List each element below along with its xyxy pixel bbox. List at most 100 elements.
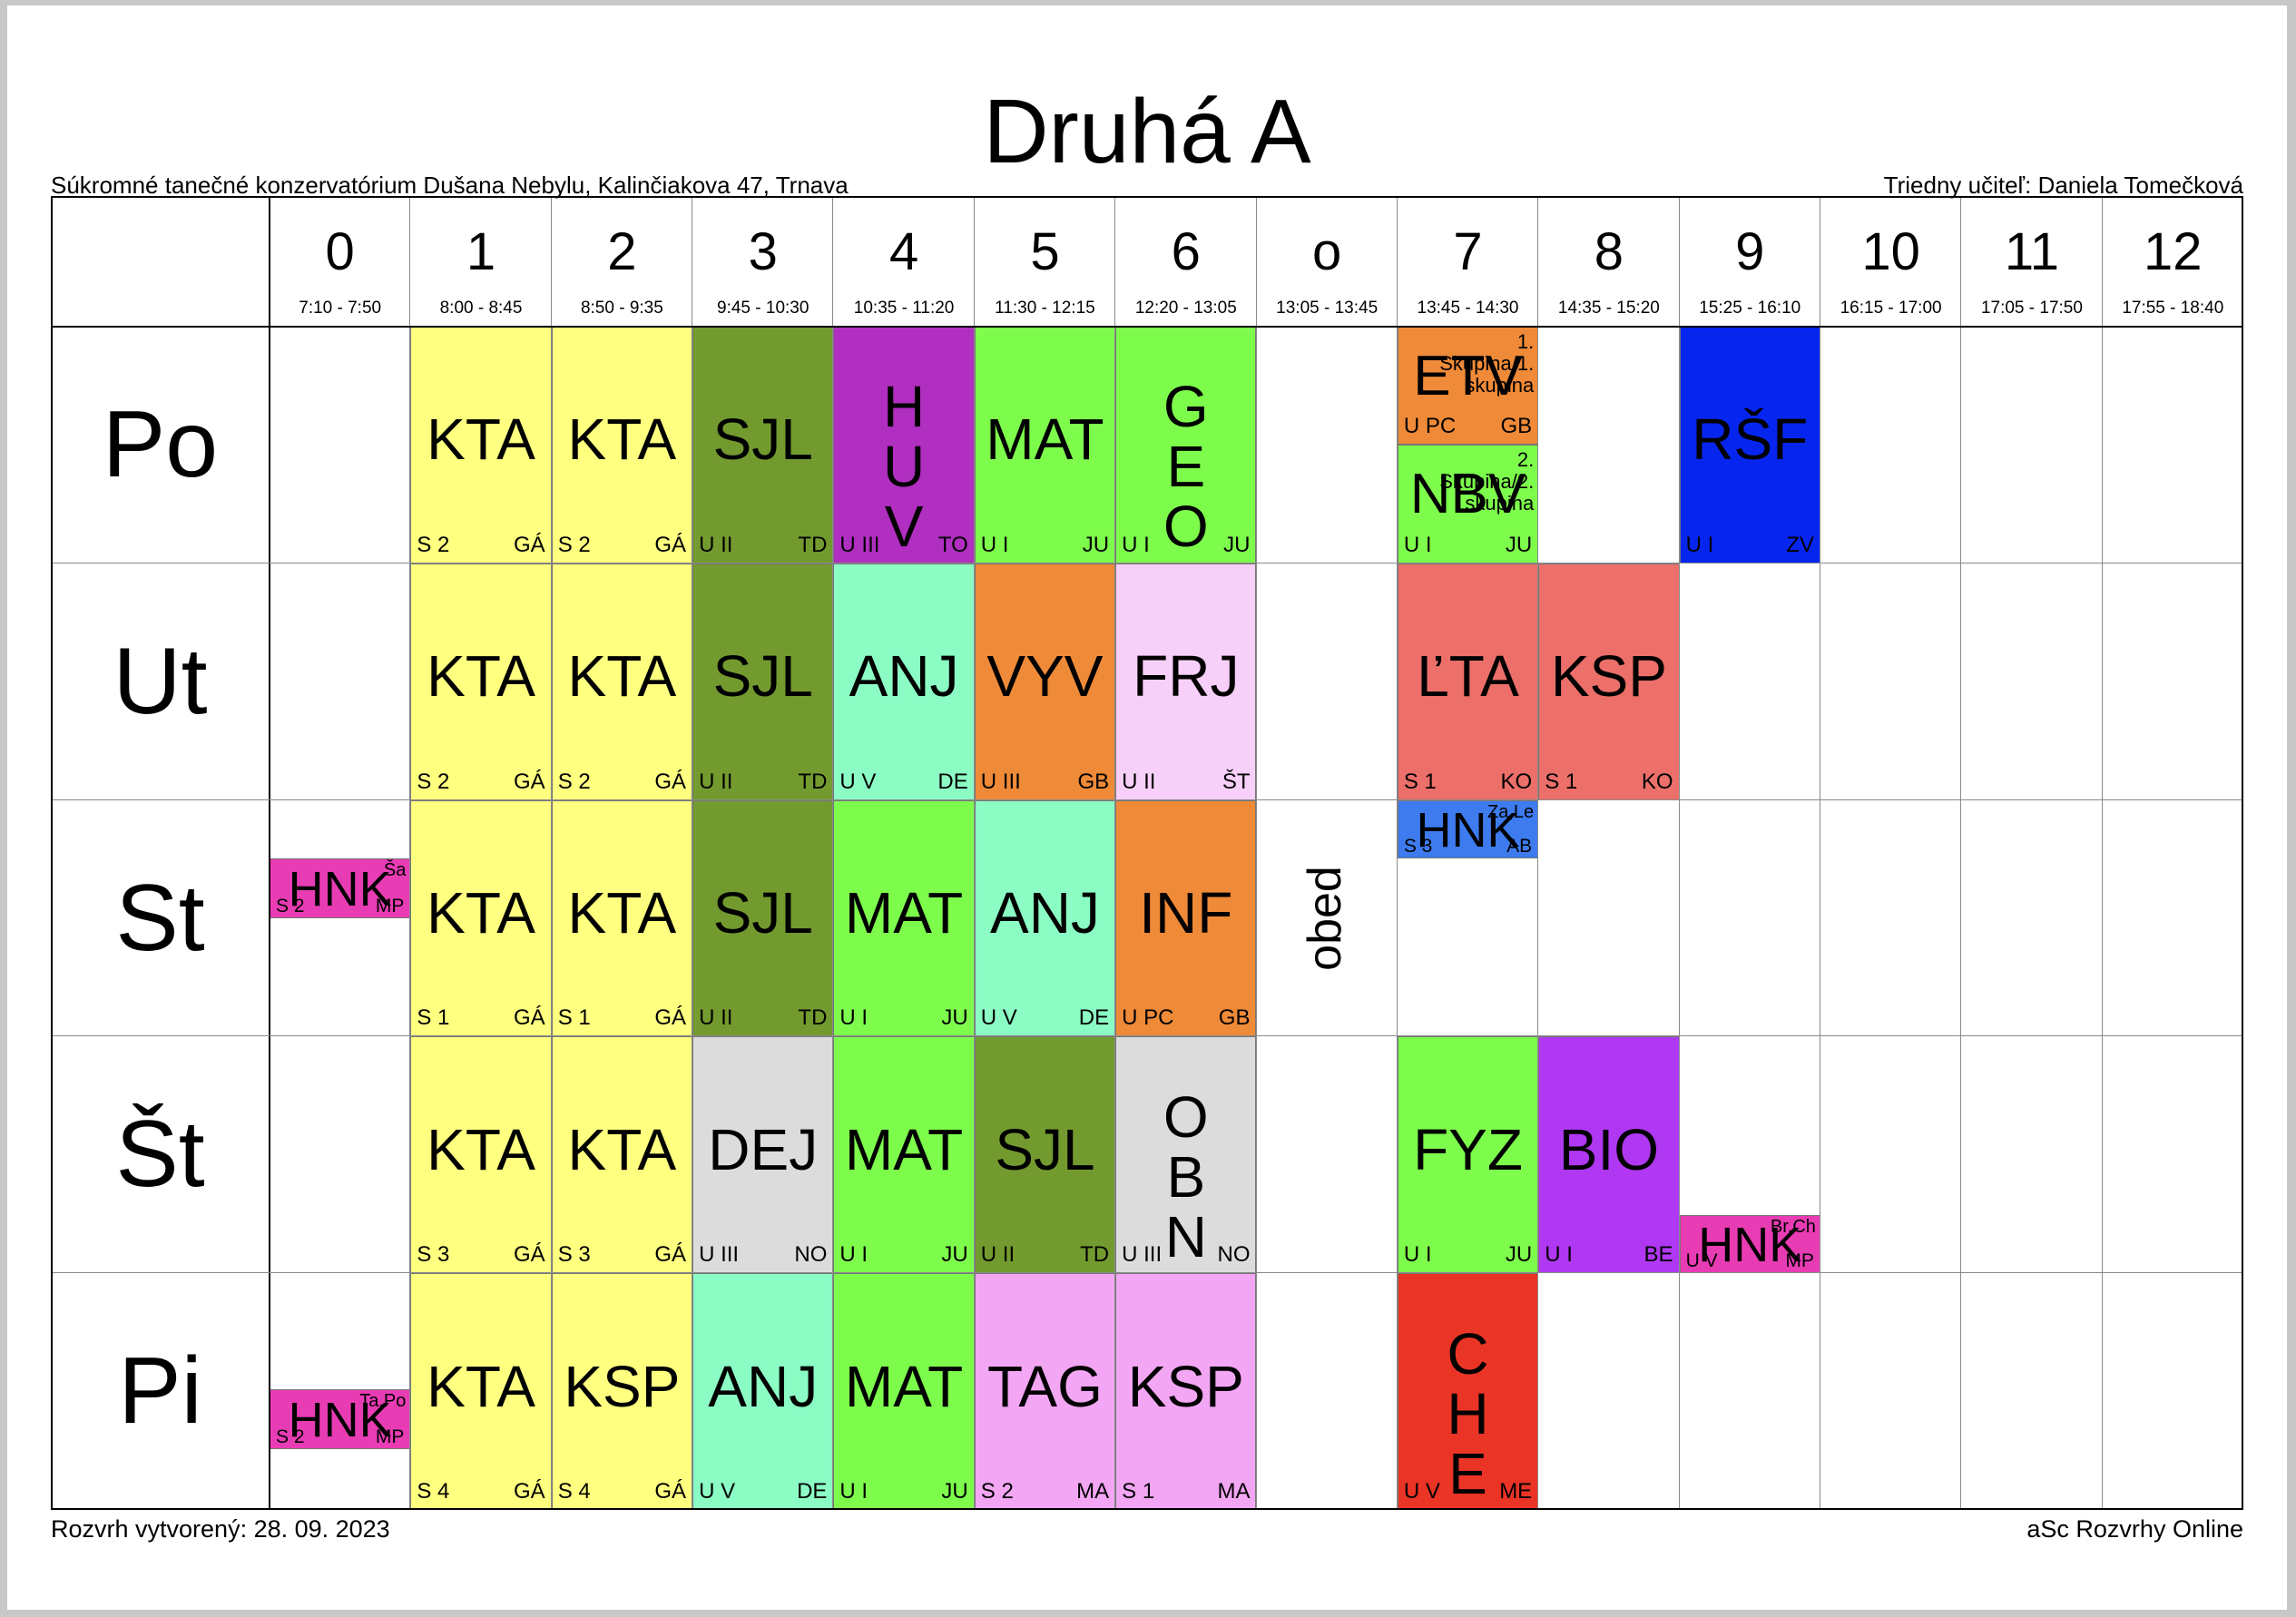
period-time: 11:30 - 12:15 <box>995 299 1095 318</box>
lesson-subject: MAT <box>986 407 1104 473</box>
period-header: 9 15:25 - 16:10 <box>1680 196 1820 327</box>
lesson-room: U II <box>699 1005 733 1031</box>
lesson-cell[interactable]: KTA S 2 GÁ <box>410 327 552 564</box>
lesson-teacher: DE <box>937 769 968 794</box>
lesson-cell[interactable]: VYV U III GB <box>974 563 1116 800</box>
lesson-subject: KTA <box>567 879 677 946</box>
period-time: 17:05 - 17:50 <box>1980 299 2083 318</box>
lesson-cell[interactable]: ANJ U V DE <box>833 563 975 800</box>
lesson-teacher: NO <box>1217 1242 1251 1268</box>
lesson-cell[interactable]: KTA S 3 GÁ <box>551 1036 693 1274</box>
lesson-subject: MAT <box>844 1353 964 1419</box>
lesson-cell[interactable]: KTA S 2 GÁ <box>551 563 693 800</box>
lesson-room: U II <box>980 1242 1016 1268</box>
period-time: 17:55 - 18:40 <box>2122 299 2224 318</box>
group-name: Br,Ch <box>1770 1217 1816 1238</box>
day-label: Št <box>115 1102 205 1208</box>
grid-line <box>51 1035 2243 1037</box>
lesson-teacher: GÁ <box>514 1478 545 1504</box>
period-time: 10:35 - 11:20 <box>853 299 955 318</box>
period-number: 4 <box>888 222 919 281</box>
lesson-cell[interactable]: GEO U I JU <box>1115 327 1257 564</box>
lesson-cell[interactable]: HUV U III TO <box>833 327 975 564</box>
lesson-teacher: MP <box>1785 1250 1814 1272</box>
lesson-room: U I <box>1685 532 1714 557</box>
lesson-subject: ANJ <box>990 879 1100 946</box>
lesson-room: U III <box>1122 1242 1163 1268</box>
lesson-teacher: GÁ <box>654 769 687 794</box>
lesson-cell[interactable]: MAT U I JU <box>833 1273 975 1510</box>
lesson-cell[interactable]: RŠF U I ZV <box>1679 327 1820 564</box>
lesson-cell[interactable]: ETV 1. Skupina/1. skupina U PC GB <box>1397 327 1539 446</box>
period-header: o 13:05 - 13:45 <box>1257 196 1398 327</box>
lesson-subject: HNK <box>288 861 392 916</box>
lesson-cell[interactable]: HNK Za,Le S 3 AB <box>1397 799 1539 858</box>
lesson-cell[interactable]: HNK Ta,Po S 2 MP <box>270 1389 411 1450</box>
period-header: 6 12:20 - 13:05 <box>1115 196 1256 327</box>
lesson-cell[interactable]: DEJ U III NO <box>692 1036 834 1274</box>
lesson-cell[interactable]: FRJ U II ŠT <box>1115 563 1257 800</box>
lesson-cell[interactable]: KTA S 3 GÁ <box>410 1036 552 1274</box>
lesson-room: U I <box>1403 532 1432 557</box>
lesson-cell[interactable]: ĽTA S 1 KO <box>1397 563 1539 800</box>
lesson-teacher: JU <box>941 1005 968 1031</box>
lesson-cell[interactable]: OBN U III NO <box>1115 1036 1257 1274</box>
lesson-teacher: JU <box>1082 532 1110 557</box>
lesson-cell[interactable]: CHE U V ME <box>1397 1273 1539 1510</box>
lesson-cell[interactable]: ANJ U V DE <box>692 1273 834 1510</box>
period-number: 5 <box>1030 222 1060 281</box>
period-header: 8 14:35 - 15:20 <box>1538 196 1679 327</box>
lesson-teacher: MA <box>1076 1478 1110 1504</box>
group-name: Skupina/2. skupina <box>1439 470 1535 515</box>
period-header: 11 17:05 - 17:50 <box>1961 196 2102 327</box>
lesson-cell[interactable]: BIO U I BE <box>1538 1036 1680 1274</box>
lesson-cell[interactable]: MAT U I JU <box>833 799 975 1037</box>
lesson-subject: MAT <box>844 879 964 946</box>
lesson-room: S 2 <box>980 1478 1014 1504</box>
lesson-room: S 2 <box>417 769 450 794</box>
lesson-cell[interactable]: HNK Br,Ch U V MP <box>1679 1215 1820 1274</box>
lesson-subject: ANJ <box>849 643 959 710</box>
lesson-teacher: GB <box>1077 769 1110 794</box>
grid-line <box>1114 196 1116 1510</box>
lesson-teacher: GÁ <box>654 1242 687 1268</box>
lesson-cell[interactable]: MAT U I JU <box>974 327 1116 564</box>
lesson-cell[interactable]: MAT U I JU <box>833 1036 975 1274</box>
lesson-room: S 1 <box>557 1005 591 1031</box>
lesson-cell[interactable]: KSP S 1 MA <box>1115 1273 1257 1510</box>
lesson-cell[interactable]: HNK Ša S 2 MP <box>270 858 411 918</box>
lesson-cell[interactable]: KTA S 2 GÁ <box>410 563 552 800</box>
period-time: 8:50 - 9:35 <box>580 299 663 318</box>
lesson-room: U I <box>839 1478 868 1504</box>
lesson-room: U V <box>699 1478 736 1504</box>
lesson-room: S 2 <box>417 532 450 557</box>
lesson-cell[interactable]: SJL U II TD <box>974 1036 1116 1274</box>
lesson-cell[interactable]: ANJ U V DE <box>974 799 1116 1037</box>
lesson-cell[interactable]: KSP S 4 GÁ <box>551 1273 693 1510</box>
grid-line <box>973 196 975 1510</box>
lesson-room: U III <box>980 769 1021 794</box>
period-header: 7 13:45 - 14:30 <box>1398 196 1538 327</box>
lesson-room: S 3 <box>1403 835 1433 857</box>
period-header: 1 8:00 - 8:45 <box>410 196 551 327</box>
lesson-cell[interactable]: KTA S 1 GÁ <box>410 799 552 1037</box>
lesson-cell[interactable]: SJL U II TD <box>692 799 834 1037</box>
lesson-teacher: GÁ <box>654 532 687 557</box>
lesson-subject: HUV <box>882 374 926 560</box>
grid-line <box>1678 196 1680 1510</box>
lesson-cell[interactable]: SJL U II TD <box>692 327 834 564</box>
lesson-room: S 3 <box>557 1242 591 1268</box>
lesson-cell[interactable]: NBV 2. Skupina/2. skupina U I JU <box>1397 445 1539 564</box>
period-header: 10 16:15 - 17:00 <box>1820 196 1961 327</box>
lesson-cell[interactable]: KTA S 4 GÁ <box>410 1273 552 1510</box>
lesson-cell[interactable]: SJL U II TD <box>692 563 834 800</box>
grid-line <box>51 799 2243 800</box>
lesson-subject: SJL <box>712 407 813 473</box>
lesson-subject: FYZ <box>1413 1116 1523 1182</box>
lesson-cell[interactable]: INF U PC GB <box>1115 799 1257 1037</box>
lesson-subject: KSP <box>1550 643 1667 710</box>
lesson-teacher: KO <box>1641 769 1673 794</box>
grid-line <box>51 1272 2243 1274</box>
day-label: Po <box>102 392 219 497</box>
lesson-subject: MAT <box>844 1116 964 1182</box>
